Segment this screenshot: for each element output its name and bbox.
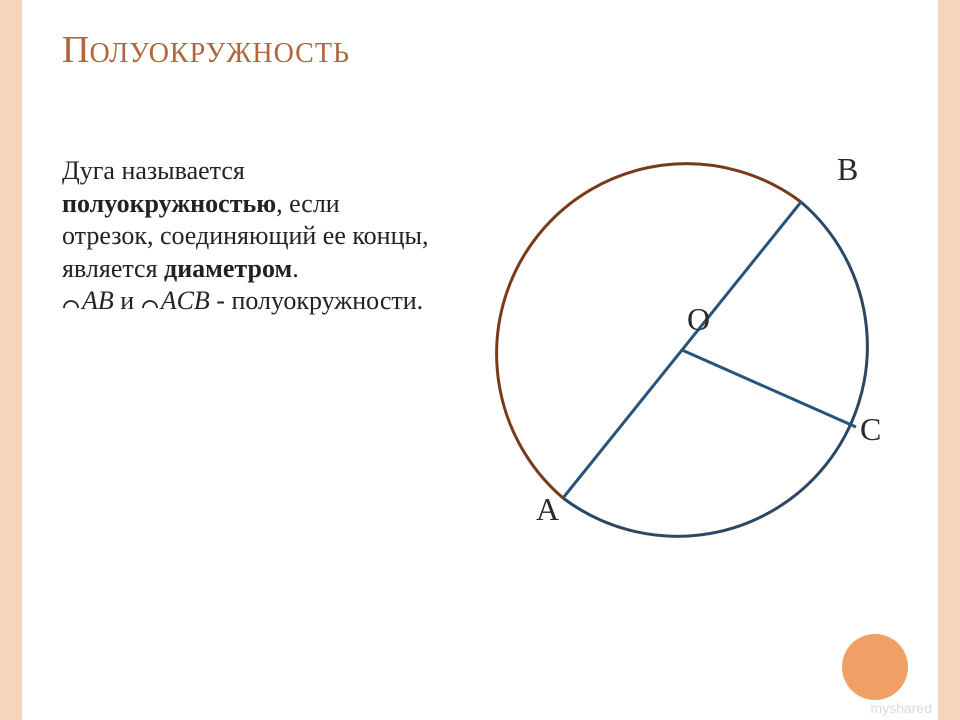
- label-o: O: [687, 301, 710, 337]
- text-bold2: диаметром: [164, 254, 292, 283]
- text-tail: - полуокружности.: [216, 286, 423, 315]
- arc-symbol-1: AB: [62, 286, 120, 315]
- definition-text: Дуга называется полуокружностью, если от…: [62, 155, 432, 318]
- arc-symbol-2: ACB: [141, 286, 217, 315]
- watermark-text: myshared: [871, 700, 932, 716]
- accent-circle-icon: [842, 634, 908, 700]
- label-a: A: [536, 491, 559, 527]
- text-bold1: полуокружностью: [62, 189, 276, 218]
- label-b: B: [837, 151, 858, 187]
- arc-left: [497, 164, 801, 498]
- line-oc: [682, 350, 856, 427]
- arc-label-acb: ACB: [161, 286, 210, 315]
- slide-title: ПОЛУОКРУЖНОСТЬ: [22, 0, 938, 72]
- arc-label-ab: AB: [82, 286, 114, 315]
- slide-frame: ПОЛУОКРУЖНОСТЬ Дуга называется полуокруж…: [0, 0, 960, 720]
- text-pre: Дуга называется: [62, 156, 245, 185]
- title-rest: ОЛУОКРУЖНОСТЬ: [89, 38, 350, 69]
- arc-icon: [141, 295, 159, 311]
- title-cap: П: [62, 29, 89, 71]
- label-c: C: [860, 411, 881, 447]
- arc-right: [563, 202, 867, 536]
- arc-icon: [62, 295, 80, 311]
- circle-diagram: A B C O: [452, 120, 912, 580]
- text-and: и: [120, 286, 140, 315]
- text-period: .: [292, 254, 299, 283]
